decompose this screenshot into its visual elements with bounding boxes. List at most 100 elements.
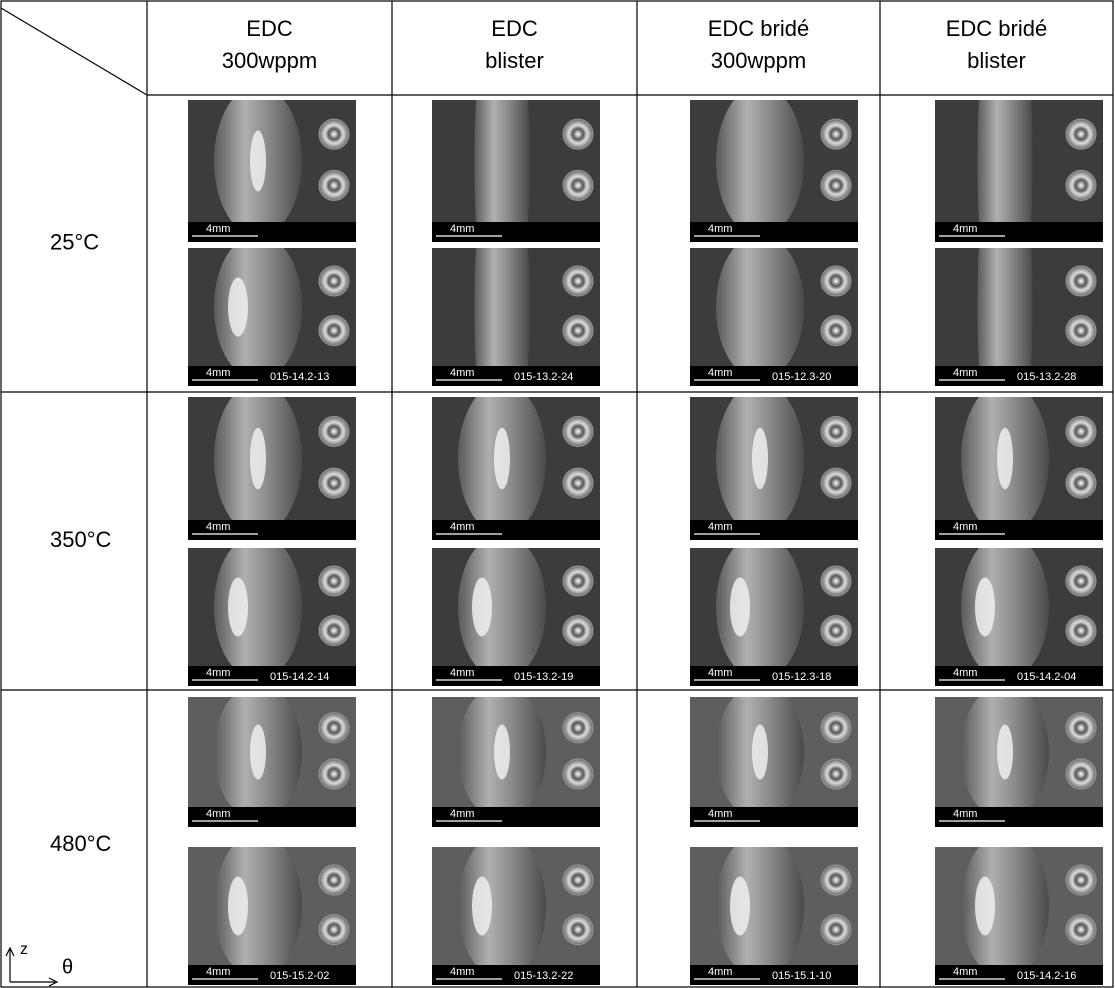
sample-id: 015-13.2-24 xyxy=(514,371,573,383)
scale-bar-band xyxy=(690,222,858,242)
screw xyxy=(1065,914,1097,946)
specimen-photo: 4mm xyxy=(188,697,356,827)
sample-id: 015-14.2-14 xyxy=(270,671,329,683)
screw xyxy=(562,118,594,150)
screw xyxy=(562,758,594,790)
screw xyxy=(318,712,350,744)
specimen-photo: 4mm 015-15.2-02 xyxy=(188,847,356,985)
screw xyxy=(820,758,852,790)
screw xyxy=(820,864,852,896)
column-header: blister xyxy=(485,48,544,73)
specimen-photo: 4mm 015-14.2-13 xyxy=(188,248,356,386)
screw xyxy=(318,315,350,347)
screw xyxy=(820,467,852,499)
scale-bar-band xyxy=(690,520,858,540)
scale-label: 4mm xyxy=(953,667,977,679)
scale-bar-band xyxy=(188,807,356,827)
screw xyxy=(318,615,350,647)
scale-label: 4mm xyxy=(953,966,977,978)
scale-label: 4mm xyxy=(450,808,474,820)
sample-id: 015-13.2-22 xyxy=(514,970,573,982)
specimen-photo: 4mm 015-13.2-24 xyxy=(432,248,600,386)
tube xyxy=(214,847,302,965)
screw xyxy=(1065,758,1097,790)
sample-id: 015-14.2-16 xyxy=(1017,970,1076,982)
sample-id: 015-12.3-18 xyxy=(772,671,831,683)
scale-bar-band xyxy=(432,520,600,540)
specimen-photo: 4mm xyxy=(432,697,600,827)
screw xyxy=(1065,169,1097,201)
column-header: 300wppm xyxy=(222,48,317,73)
defect xyxy=(494,427,510,490)
specimen-photo: 4mm 015-14.2-16 xyxy=(935,847,1103,985)
screw xyxy=(318,118,350,150)
column-header: 300wppm xyxy=(711,48,806,73)
axes-indicator xyxy=(5,946,59,987)
scale-bar-band xyxy=(188,520,356,540)
scale-bar-band xyxy=(935,965,1103,985)
scale-bar-band xyxy=(188,666,356,686)
scale-label: 4mm xyxy=(206,808,230,820)
scale-bar-band xyxy=(690,366,858,386)
scale-bar-band xyxy=(188,965,356,985)
screw xyxy=(318,415,350,447)
scale-bar-band xyxy=(432,222,600,242)
sample-id: 015-15.1-10 xyxy=(772,970,831,982)
screw xyxy=(1065,467,1097,499)
scale-label: 4mm xyxy=(953,223,977,235)
scale-label: 4mm xyxy=(206,521,230,533)
screw xyxy=(820,169,852,201)
row-label: 350°C xyxy=(50,527,112,552)
scale-label: 4mm xyxy=(450,367,474,379)
row-label: 25°C xyxy=(50,229,99,254)
row-label: 480°C xyxy=(50,831,112,856)
specimen-photo: 4mm xyxy=(432,100,600,242)
defect xyxy=(975,577,995,637)
screw xyxy=(820,565,852,597)
screw xyxy=(1065,565,1097,597)
scale-label: 4mm xyxy=(708,223,732,235)
scale-bar-band xyxy=(188,366,356,386)
specimen-photo: 4mm 015-12.3-20 xyxy=(690,248,858,386)
specimen-photo: 4mm 015-15.1-10 xyxy=(690,847,858,985)
defect xyxy=(472,876,492,936)
screw xyxy=(318,758,350,790)
scale-label: 4mm xyxy=(206,367,230,379)
scale-bar-band xyxy=(935,807,1103,827)
specimen-photo: 4mm 015-13.2-19 xyxy=(432,548,600,686)
specimen-photo: 4mm xyxy=(188,397,356,540)
scale-label: 4mm xyxy=(450,521,474,533)
column-header: EDC xyxy=(491,16,538,41)
defect xyxy=(997,724,1013,780)
scale-bar-band xyxy=(935,520,1103,540)
defect xyxy=(472,577,492,637)
screw xyxy=(1065,118,1097,150)
scale-label: 4mm xyxy=(953,521,977,533)
screw xyxy=(562,914,594,946)
scale-bar-band xyxy=(188,222,356,242)
scale-label: 4mm xyxy=(450,223,474,235)
axis-label: θ xyxy=(62,956,73,978)
screw xyxy=(562,565,594,597)
scale-bar-band xyxy=(432,366,600,386)
scale-bar-band xyxy=(935,222,1103,242)
screw xyxy=(820,118,852,150)
defect xyxy=(752,427,768,490)
scale-label: 4mm xyxy=(708,521,732,533)
screw xyxy=(820,712,852,744)
defect xyxy=(997,427,1013,490)
tube xyxy=(977,248,1033,366)
screw xyxy=(1065,864,1097,896)
scale-bar-band xyxy=(690,666,858,686)
screw xyxy=(562,169,594,201)
scale-label: 4mm xyxy=(450,966,474,978)
tube xyxy=(716,847,804,965)
screw xyxy=(562,315,594,347)
specimen-photo: 4mm 015-12.3-18 xyxy=(690,548,858,686)
specimen-photo: 4mm 015-13.2-28 xyxy=(935,248,1103,386)
tube xyxy=(214,548,302,666)
defect xyxy=(228,577,248,637)
scale-label: 4mm xyxy=(953,808,977,820)
